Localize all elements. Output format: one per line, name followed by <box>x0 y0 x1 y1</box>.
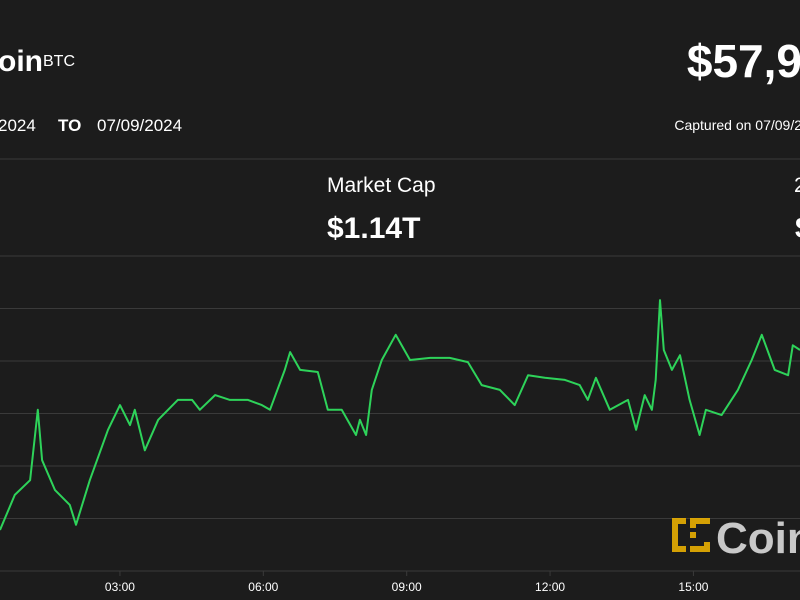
x-tick-label: 03:00 <box>105 580 135 594</box>
date-to: 07/09/2024 <box>97 116 182 135</box>
coin-name: oin <box>0 45 43 78</box>
x-tick-label: 06:00 <box>248 580 278 594</box>
date-from: 2024 <box>0 116 36 135</box>
captured: Captured on 07/09/2 <box>674 117 800 133</box>
watermark-logo <box>672 518 710 552</box>
x-tick-label: 15:00 <box>678 580 708 594</box>
stat-value: $1.14T <box>327 212 420 245</box>
watermark-text: Coin <box>716 514 800 563</box>
date-to-label: TO <box>58 116 81 135</box>
coin-symbol: BTC <box>43 53 75 70</box>
stat-label: Market Cap <box>327 174 436 197</box>
plot-area: 03:00 06:00 09:00 12:00 15:00 <box>0 255 800 594</box>
price: $57,9 <box>687 35 800 87</box>
price-line <box>0 299 800 531</box>
stat-label: 2 <box>794 174 800 197</box>
x-tick-label: 12:00 <box>535 580 565 594</box>
watermark: Coin <box>672 514 800 563</box>
x-tick-label: 09:00 <box>392 580 422 594</box>
stat-value: $ <box>795 212 800 245</box>
watermark-logo <box>690 532 696 538</box>
